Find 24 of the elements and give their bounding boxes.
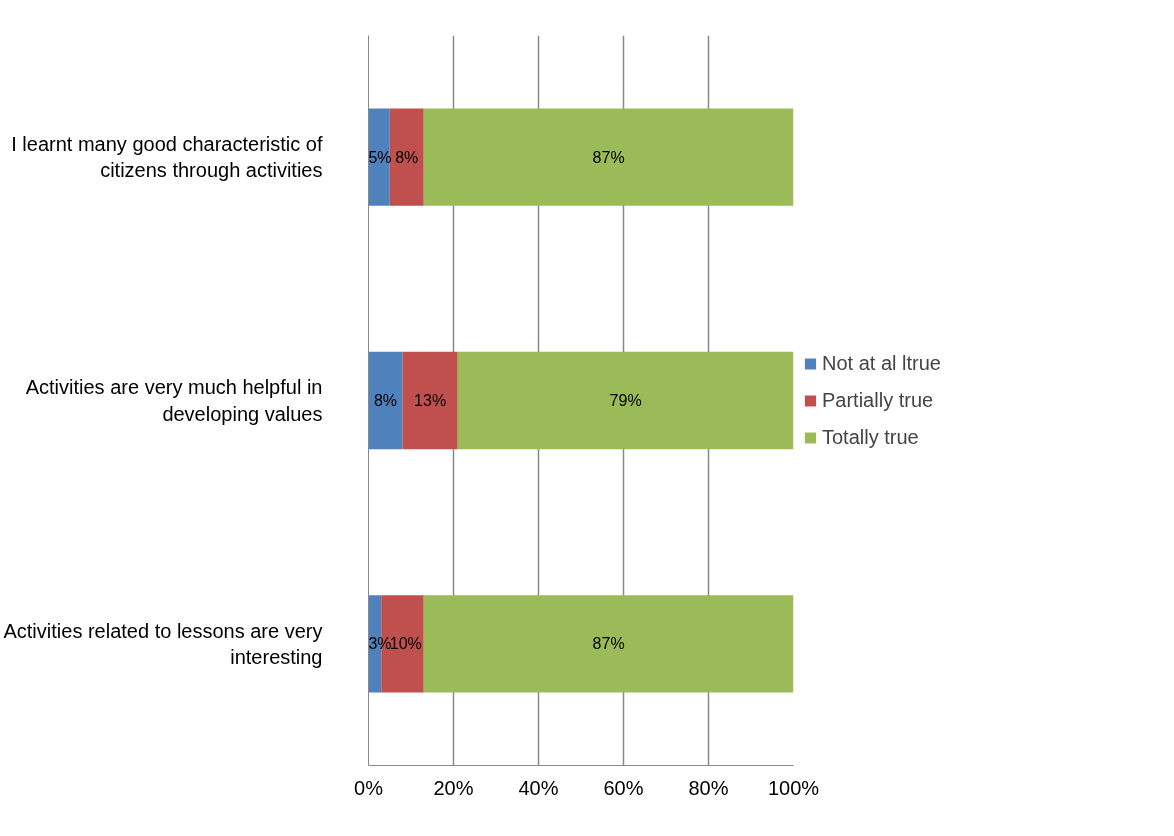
bar [389, 108, 424, 206]
legend-label: Partially true [822, 388, 934, 412]
x-tick-label: 80% [688, 776, 729, 799]
bar [423, 595, 794, 693]
data-label: 8% [395, 148, 419, 166]
data-label: 79% [609, 392, 642, 409]
x-tick-label: 20% [433, 776, 474, 799]
x-tick-label: 60% [603, 776, 644, 799]
y-tick-label: Activities related to lessons are very interesting [3, 619, 323, 669]
x-tick-label: 40% [518, 776, 559, 799]
data-label: 13% [414, 392, 447, 409]
legend-label: Not at al ltrue [822, 351, 941, 375]
data-label: 87% [592, 148, 625, 166]
y-tick-label: Activities are very much helpful in developing values [25, 376, 323, 425]
legend-label: Totally true [822, 425, 919, 449]
data-label: 87% [592, 635, 625, 653]
bar [368, 351, 403, 450]
x-tick-label: 0% [354, 776, 384, 799]
x-tick-label: 100% [767, 776, 820, 799]
bar [457, 351, 794, 450]
bar [423, 108, 794, 206]
y-tick-label: I learnt many good characteristic of citizens through activities [11, 132, 323, 182]
data-label: 8% [373, 392, 398, 409]
bar [402, 351, 458, 450]
